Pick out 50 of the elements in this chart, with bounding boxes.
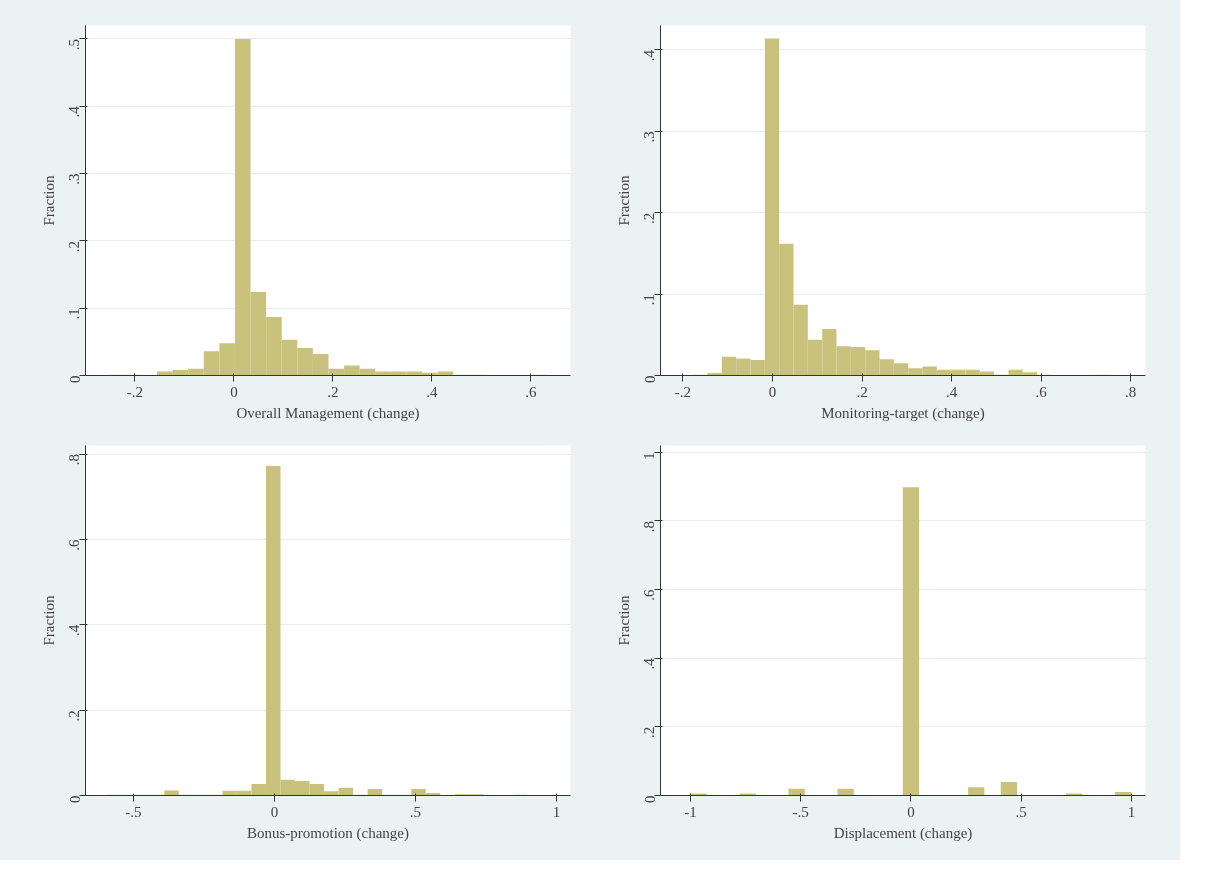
y-tick-label: 0 xyxy=(66,795,83,803)
y-tick-label: 1 xyxy=(641,452,658,460)
y-tick-label: .1 xyxy=(66,308,83,320)
x-tick-label: -.5 xyxy=(125,803,142,820)
y-tick-label: .8 xyxy=(641,520,658,533)
y-tick-label: .4 xyxy=(641,49,658,62)
x-tick-label: .4 xyxy=(945,383,958,400)
x-tick-label: .6 xyxy=(525,383,538,400)
y-tick-label: .6 xyxy=(66,538,83,551)
x-tick-label: 0 xyxy=(768,383,777,400)
y-tick-label: .4 xyxy=(66,624,83,637)
x-axis-title: Overall Management (change) xyxy=(236,404,420,422)
x-tick-label: -1 xyxy=(684,803,697,820)
y-tick-label: .2 xyxy=(641,212,658,224)
y-axis-title: Fraction xyxy=(615,595,632,646)
x-tick-label: 0 xyxy=(230,383,238,400)
x-tick-label: .4 xyxy=(426,383,439,400)
y-axis-title: Fraction xyxy=(40,595,57,646)
y-tick-label: .2 xyxy=(66,240,83,253)
x-tick-label: 0 xyxy=(270,803,279,820)
x-tick-label: .8 xyxy=(1125,383,1137,400)
y-tick-label: .8 xyxy=(66,454,83,466)
y-tick-label: .1 xyxy=(641,294,658,306)
y-tick-label: .3 xyxy=(66,173,83,185)
x-tick-label: .2 xyxy=(856,383,868,400)
y-tick-label: .4 xyxy=(641,657,658,670)
y-tick-label: 0 xyxy=(641,795,658,803)
y-tick-label: .4 xyxy=(66,105,83,118)
y-tick-label: .5 xyxy=(66,38,83,51)
y-tick-label: 0 xyxy=(66,375,83,383)
x-tick-label: .5 xyxy=(409,803,422,820)
x-tick-label: -.2 xyxy=(674,383,692,400)
y-tick-label: .3 xyxy=(641,131,658,143)
y-axis-title: Fraction xyxy=(615,175,632,226)
x-tick-label: -.2 xyxy=(126,383,144,400)
x-axis-title: Bonus-promotion (change) xyxy=(246,824,410,842)
x-tick-label: 1 xyxy=(552,803,561,820)
y-tick-label: .2 xyxy=(641,726,658,739)
x-tick-label: .2 xyxy=(327,383,339,400)
x-axis-title: Monitoring-target (change) xyxy=(821,404,985,422)
x-tick-label: 1 xyxy=(1127,803,1136,820)
x-tick-label: .6 xyxy=(1035,383,1048,400)
x-tick-label: .5 xyxy=(1015,803,1027,820)
y-tick-label: .6 xyxy=(641,589,658,601)
y-axis-title: Fraction xyxy=(40,175,57,226)
x-axis-title: Displacement (change) xyxy=(833,824,973,842)
x-tick-label: 0 xyxy=(907,803,915,820)
x-tick-label: -.5 xyxy=(792,803,809,820)
y-tick-label: .2 xyxy=(66,710,83,722)
y-tick-label: 0 xyxy=(641,375,658,383)
